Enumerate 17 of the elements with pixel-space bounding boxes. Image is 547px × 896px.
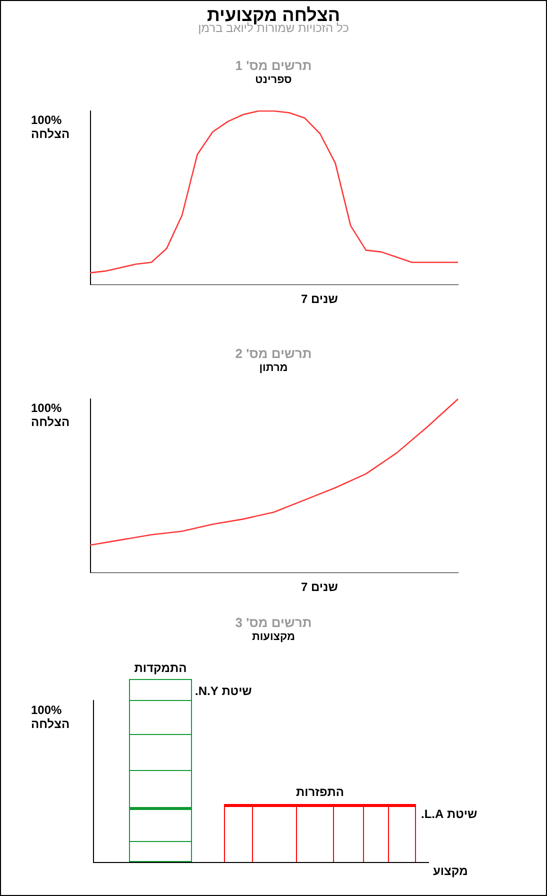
x-axis-title: 7 שנים <box>301 292 339 306</box>
text: שיטת L.A. <box>421 807 478 821</box>
text: שיטת N.Y. <box>195 684 252 698</box>
text: 100% הצלחה <box>31 703 71 731</box>
text: התפזרות <box>294 785 346 799</box>
chart-title: תרשים מס' 1 <box>234 58 313 73</box>
y-axis-title: 100% הצלחה <box>31 401 71 429</box>
text: התמקדות <box>133 661 188 675</box>
chart-subtitle: מרתון <box>258 362 289 374</box>
text: הצלחה מקצועית <box>207 5 340 25</box>
text: מקצוע <box>433 864 468 878</box>
x-axis-title: 7 שנים <box>301 580 339 594</box>
text: תרשים מס' 3 <box>234 615 313 630</box>
y-axis-title: 100% הצלחה <box>31 113 71 141</box>
text: מקצועות <box>250 631 296 643</box>
chart-title: תרשים מס' 2 <box>234 346 313 361</box>
chart-subtitle: ספרינט <box>254 74 293 86</box>
